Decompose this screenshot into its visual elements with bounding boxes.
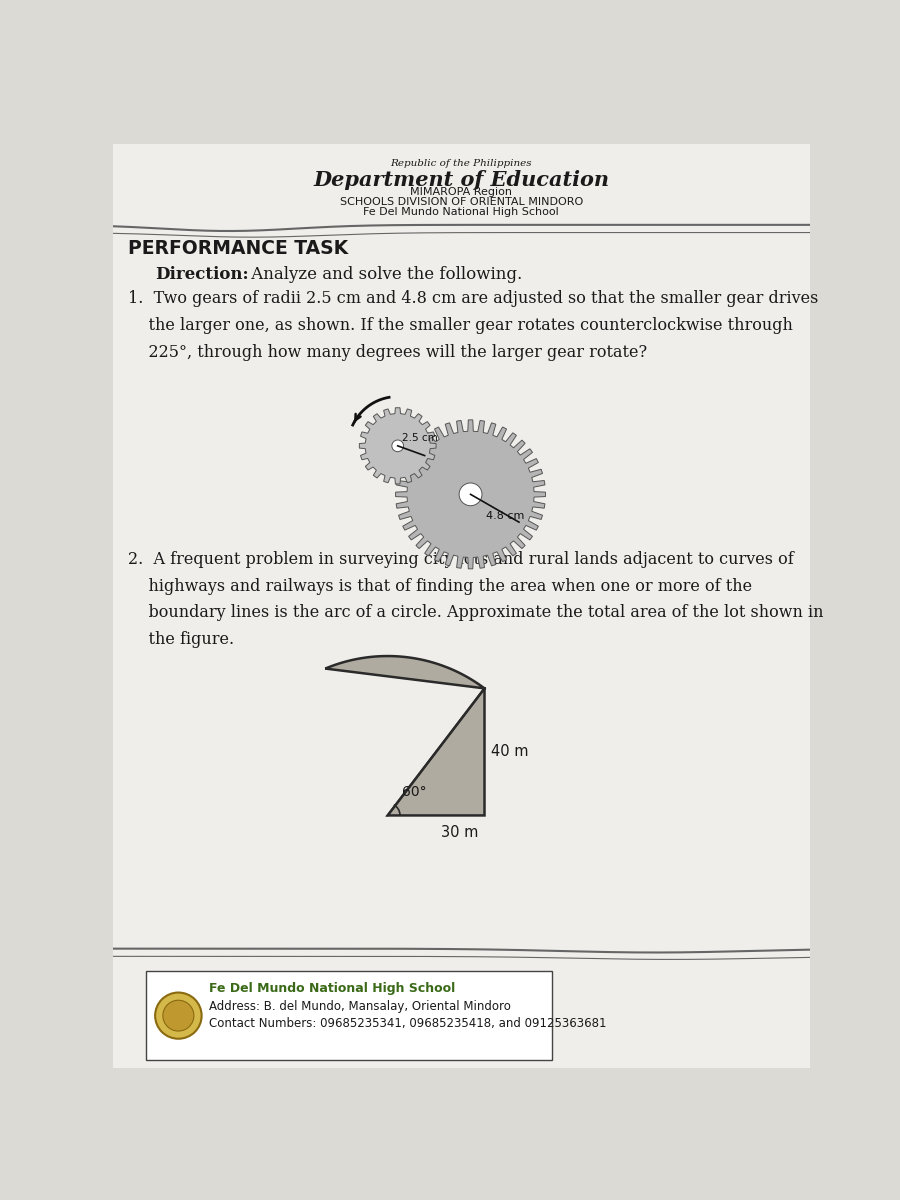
- Text: Fe Del Mundo National High School: Fe Del Mundo National High School: [364, 208, 559, 217]
- Text: 2.5 cm: 2.5 cm: [402, 433, 438, 443]
- FancyBboxPatch shape: [146, 971, 552, 1061]
- Text: SCHOOLS DIVISION OF ORIENTAL MINDORO: SCHOOLS DIVISION OF ORIENTAL MINDORO: [339, 197, 583, 208]
- Text: PERFORMANCE TASK: PERFORMANCE TASK: [128, 240, 348, 258]
- Circle shape: [459, 482, 482, 505]
- Text: 40 m: 40 m: [491, 744, 528, 760]
- Text: Contact Numbers: 09685235341, 09685235418, and 09125363681: Contact Numbers: 09685235341, 0968523541…: [210, 1018, 607, 1030]
- Text: Republic of the Philippines: Republic of the Philippines: [391, 160, 532, 168]
- Text: Analyze and solve the following.: Analyze and solve the following.: [246, 265, 522, 283]
- Text: Department of Education: Department of Education: [313, 170, 609, 190]
- Text: MIMAROPA Region: MIMAROPA Region: [410, 187, 512, 197]
- Text: the figure.: the figure.: [128, 631, 234, 648]
- Circle shape: [155, 992, 202, 1039]
- Polygon shape: [396, 420, 545, 569]
- Text: 1.  Two gears of radii 2.5 cm and 4.8 cm are adjusted so that the smaller gear d: 1. Two gears of radii 2.5 cm and 4.8 cm …: [128, 290, 818, 307]
- Circle shape: [392, 440, 403, 451]
- Text: highways and railways is that of finding the area when one or more of the: highways and railways is that of finding…: [128, 577, 752, 594]
- Polygon shape: [325, 656, 484, 816]
- Polygon shape: [359, 408, 436, 484]
- Text: Fe Del Mundo National High School: Fe Del Mundo National High School: [210, 982, 455, 995]
- Text: 225°, through how many degrees will the larger gear rotate?: 225°, through how many degrees will the …: [128, 344, 647, 361]
- Text: Address: B. del Mundo, Mansalay, Oriental Mindoro: Address: B. del Mundo, Mansalay, Orienta…: [210, 1001, 511, 1013]
- Text: 30 m: 30 m: [441, 824, 478, 840]
- Text: the larger one, as shown. If the smaller gear rotates counterclockwise through: the larger one, as shown. If the smaller…: [128, 317, 793, 335]
- Text: 4.8 cm: 4.8 cm: [486, 511, 525, 521]
- FancyBboxPatch shape: [112, 144, 810, 1068]
- Text: 60°: 60°: [401, 785, 427, 798]
- Text: 2.  A frequent problem in surveying city lots and rural lands adjacent to curves: 2. A frequent problem in surveying city …: [128, 551, 794, 568]
- Text: boundary lines is the arc of a circle. Approximate the total area of the lot sho: boundary lines is the arc of a circle. A…: [128, 605, 824, 622]
- Circle shape: [163, 1001, 194, 1031]
- Text: Direction:: Direction:: [155, 265, 248, 283]
